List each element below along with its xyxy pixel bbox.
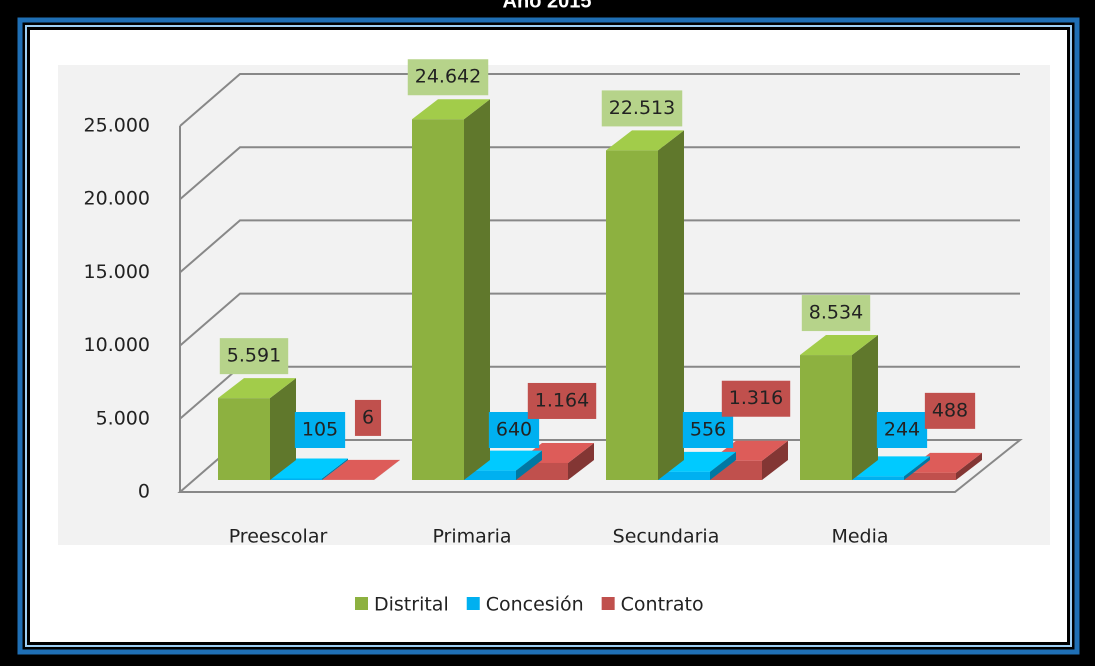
data-label-box: [601, 90, 683, 127]
data-label-box: [876, 412, 928, 448]
y-tick-label: 20.000: [84, 188, 150, 210]
bar-side: [568, 442, 594, 480]
grid-line: [179, 219, 1020, 274]
data-label-box: [801, 295, 871, 332]
y-tick-label: 10.000: [84, 334, 150, 356]
frame: [17, 17, 1080, 655]
bar: [606, 150, 658, 481]
bar: [800, 355, 852, 480]
data-label: 5.591: [227, 345, 281, 367]
data-label-box: [354, 399, 382, 436]
x-tick-label: Media: [831, 526, 888, 548]
data-label: 1.316: [729, 387, 783, 409]
bar-top: [800, 335, 878, 356]
legend-label: Contrato: [621, 594, 704, 616]
data-label: 6: [362, 406, 374, 428]
data-label-box: [407, 59, 489, 96]
bar-side: [516, 450, 542, 480]
x-tick-label: Preescolar: [229, 526, 328, 548]
y-tick-label: 15.000: [84, 261, 150, 283]
data-label-box: [294, 412, 346, 448]
data-label: 24.642: [415, 66, 481, 88]
grid-line: [179, 292, 1020, 347]
bar-side: [956, 452, 982, 480]
bar-side: [762, 440, 788, 480]
bar: [464, 470, 516, 480]
frame-inner: [25, 25, 1072, 647]
bar: [658, 471, 710, 480]
bar-top: [412, 99, 490, 120]
data-label-box: [924, 392, 976, 429]
bar-side: [710, 451, 736, 480]
data-label: 640: [496, 419, 532, 441]
bar: [218, 398, 270, 480]
bar-side: [852, 335, 878, 480]
data-label-box: [682, 412, 734, 448]
data-label: 22.513: [609, 97, 675, 119]
data-label: 488: [932, 399, 968, 421]
legend-swatch: [601, 597, 615, 610]
bar-side: [464, 99, 490, 480]
y-tick-label: 5.000: [96, 407, 150, 429]
x-tick-label: Primaria: [432, 526, 511, 548]
bar-side: [322, 458, 348, 480]
bar: [904, 472, 956, 480]
data-label-box: [721, 380, 791, 417]
data-label: 244: [884, 419, 920, 441]
legend-label: Concesión: [486, 594, 584, 616]
legend-swatch: [355, 597, 368, 610]
legend-swatch: [466, 597, 480, 610]
bar-side: [904, 456, 930, 480]
data-label: 105: [302, 419, 338, 441]
data-label-box: [219, 338, 289, 375]
chart-title: Año 2015: [503, 0, 592, 12]
bar-side: [270, 378, 296, 480]
bar: [270, 478, 322, 480]
bar-top: [606, 130, 684, 151]
bar-side: [658, 130, 684, 481]
bar-side: [374, 459, 400, 480]
y-tick-label: 25.000: [84, 115, 150, 137]
legend-label: Distrital: [374, 594, 449, 616]
data-label: 1.164: [535, 389, 589, 411]
grid-line: [179, 146, 1020, 200]
data-label: 8.534: [809, 302, 863, 324]
grid-line: [179, 73, 1020, 127]
y-tick-label: 0: [138, 481, 150, 503]
bar-top: [218, 378, 296, 399]
x-tick-label: Secundaria: [613, 526, 720, 548]
data-label-box: [527, 382, 597, 419]
bar: [852, 476, 904, 480]
data-label: 556: [690, 419, 726, 441]
bar: [412, 119, 464, 480]
